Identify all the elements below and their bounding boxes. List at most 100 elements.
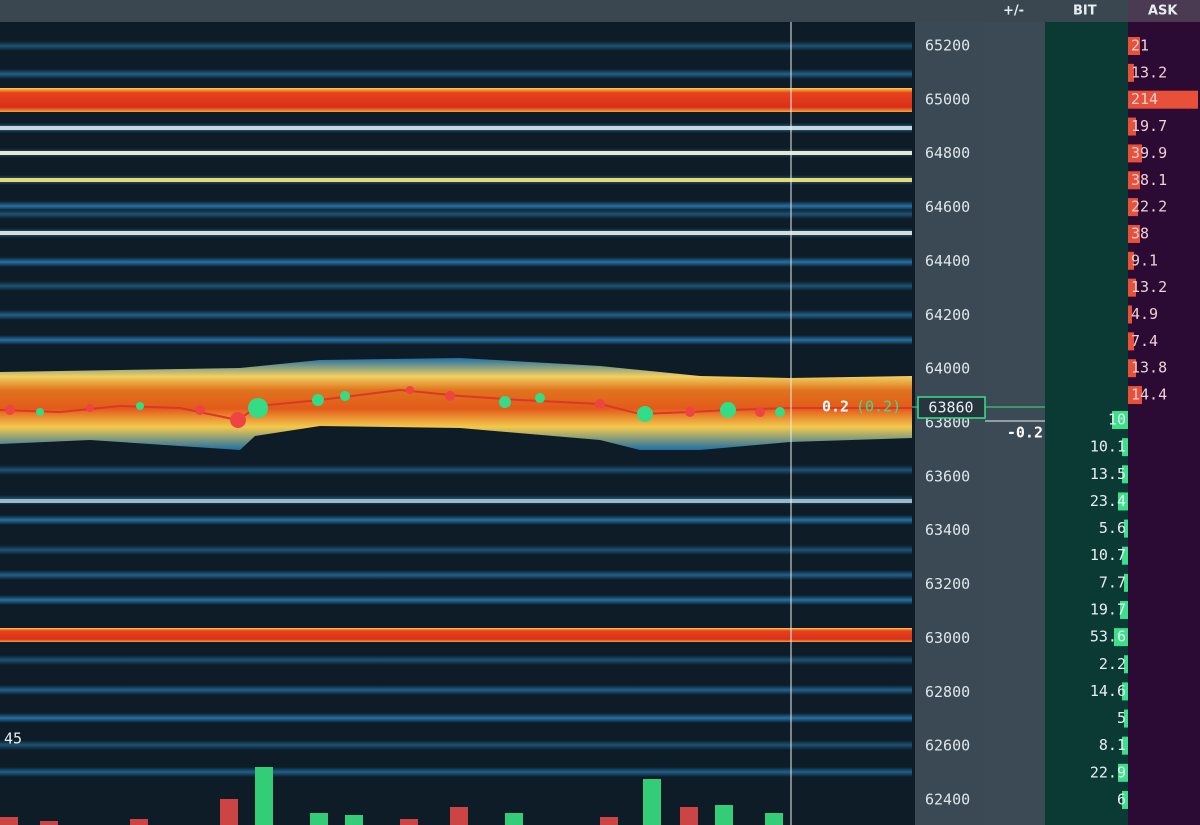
bid-size: 19.7 (1090, 600, 1126, 618)
bid-bar (1122, 790, 1128, 809)
heat-band (0, 685, 912, 695)
volume-bar (715, 805, 733, 825)
trade-dot (775, 407, 785, 417)
ask-size: 13.8 (1131, 359, 1167, 377)
bid-size: 5.6 (1099, 519, 1126, 537)
trade-total: (0.2) (856, 398, 901, 416)
volume-bar (345, 815, 363, 825)
price-axis (915, 22, 985, 825)
heat-bands (0, 41, 912, 777)
bid-bar (1112, 411, 1128, 429)
ask-size: 38.1 (1131, 171, 1167, 189)
bid-size: 8.1 (1099, 736, 1126, 754)
price-label: 64000 (925, 360, 970, 378)
ask-header-bg (1128, 0, 1200, 22)
bid-bar (1124, 519, 1128, 538)
ask-size: 13.2 (1131, 278, 1167, 296)
bid-size: 5 (1117, 709, 1126, 727)
heat-band-large (0, 88, 912, 112)
bid-size: 10 (1108, 411, 1126, 429)
trade-dot (535, 393, 545, 403)
bid-bar (1122, 546, 1128, 565)
trade-dot (312, 394, 324, 406)
heat-band (0, 767, 912, 777)
volume-bar (40, 821, 58, 825)
bid-size: 10.1 (1090, 438, 1126, 456)
price-label: 64800 (925, 144, 970, 162)
trade-dot (195, 405, 205, 415)
bid-size: 14.6 (1090, 682, 1126, 700)
ask-size: 13.2 (1131, 63, 1167, 81)
bid-size: 22.9 (1090, 763, 1126, 781)
bid-bar (1122, 682, 1128, 701)
heat-line (0, 499, 912, 503)
price-label: 63200 (925, 575, 970, 593)
bid-header[interactable]: BIT (1073, 4, 1097, 19)
volume-bar (600, 817, 618, 825)
price-label: 65000 (925, 90, 970, 108)
ask-header[interactable]: ASK (1148, 4, 1178, 19)
heat-band (0, 257, 912, 267)
heat-band (0, 281, 912, 291)
trade-dot (340, 391, 350, 401)
heat-band (0, 69, 912, 79)
bid-bar (1120, 600, 1128, 619)
ask-bar (1128, 117, 1136, 136)
ask-bar (1128, 359, 1136, 378)
ask-bar (1128, 305, 1132, 324)
price-glow (0, 358, 912, 450)
ask-size: 4.9 (1131, 305, 1158, 323)
price-labels: 6520065000648006460064400642006400063800… (925, 37, 970, 809)
ask-size: 39.9 (1131, 144, 1167, 162)
header-bar (0, 0, 1200, 22)
price-label: 62600 (925, 737, 970, 755)
bid-size: 10.7 (1090, 546, 1126, 564)
trade-dot (685, 407, 695, 417)
trade-dot (499, 396, 511, 408)
trade-dot (230, 412, 246, 428)
volume-bar (0, 817, 18, 825)
ask-size: 38 (1131, 224, 1149, 242)
ask-bar (1128, 386, 1142, 405)
ask-bar (1128, 171, 1140, 190)
heat-band (0, 465, 912, 475)
heat-band (0, 310, 912, 320)
trade-dot (755, 407, 765, 417)
heatmap: 45 0.2 (0.2) (0, 22, 915, 825)
bid-size: 23.4 (1090, 492, 1126, 510)
ask-bar (1128, 144, 1142, 163)
heat-band (0, 41, 912, 51)
heat-band (0, 655, 912, 665)
heat-band (0, 515, 912, 525)
price-label: 63000 (925, 629, 970, 647)
ask-bar (1128, 63, 1134, 82)
trade-dot (86, 404, 94, 412)
last-price-box (917, 396, 986, 419)
heat-band (0, 545, 912, 555)
bid-size: 2.2 (1099, 655, 1126, 673)
ask-sizes: 21 13.2 214 19.7 39.9 38.1 22.2 38 9.1 13.2 4.9 7.4… (1128, 37, 1198, 405)
volume-bar (220, 799, 238, 825)
heat-band (0, 595, 912, 605)
volume-bar (680, 807, 698, 825)
price-label: 63600 (925, 467, 970, 485)
trade-size: 0.2 (822, 398, 849, 416)
delta-header[interactable]: +/- (1003, 4, 1024, 19)
bid-size: 6 (1117, 790, 1126, 808)
volume-bar (505, 813, 523, 825)
volume-bar (450, 807, 468, 825)
volume-bar (400, 819, 418, 825)
price-label: 64200 (925, 306, 970, 324)
ask-bar (1128, 332, 1134, 351)
heat-line (0, 151, 912, 155)
trade-dots (5, 386, 785, 428)
heat-band (0, 201, 912, 211)
ask-bar (1128, 224, 1140, 243)
ask-bar (1128, 90, 1198, 109)
heat-band (0, 740, 912, 750)
price-label: 64600 (925, 198, 970, 216)
bid-bar (1124, 655, 1128, 674)
volume-bar (130, 819, 148, 825)
trade-dot (637, 406, 653, 422)
